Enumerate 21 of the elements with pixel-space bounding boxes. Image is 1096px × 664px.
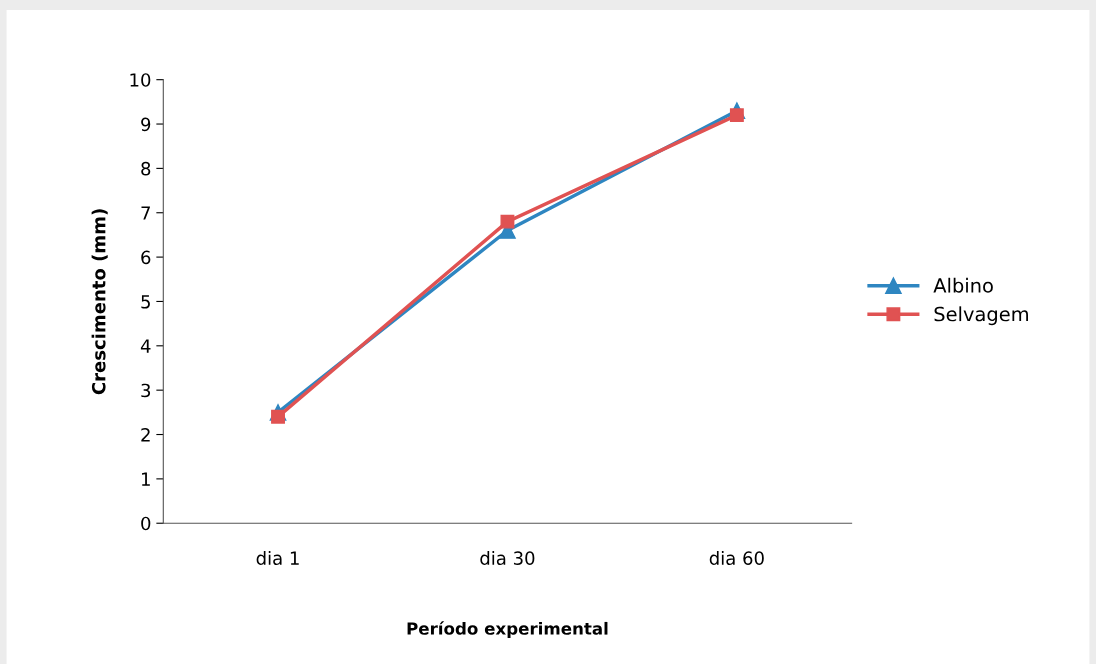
- point: [271, 409, 285, 424]
- x-tick-label: dia 60: [709, 551, 764, 565]
- legend-label: Selvagem: [934, 306, 1028, 326]
- y-tick-label: 1: [141, 472, 150, 486]
- y-tick-label: 3: [141, 383, 151, 398]
- y-tick-label: 2: [141, 427, 150, 442]
- x-axis-title: Período experimental: [407, 621, 608, 639]
- point: [729, 108, 744, 123]
- y-tick-label: 6: [141, 250, 151, 265]
- y-tick-label: 8: [141, 161, 151, 176]
- y-axis-title: Crescimento (mm): [91, 209, 108, 395]
- y-tick-label: 9: [141, 117, 151, 132]
- x-tick-label: dia 30: [480, 551, 535, 565]
- y-tick-label: 5: [141, 295, 150, 309]
- y-tick-label: 0: [141, 516, 151, 531]
- y-tick-label: 7: [141, 206, 150, 220]
- y-tick-label: 4: [140, 339, 151, 353]
- x-tick-label: dia 1: [256, 551, 299, 565]
- point: [500, 214, 515, 229]
- legend-label: Albino: [933, 277, 993, 293]
- y-tick-label: 10: [130, 73, 151, 87]
